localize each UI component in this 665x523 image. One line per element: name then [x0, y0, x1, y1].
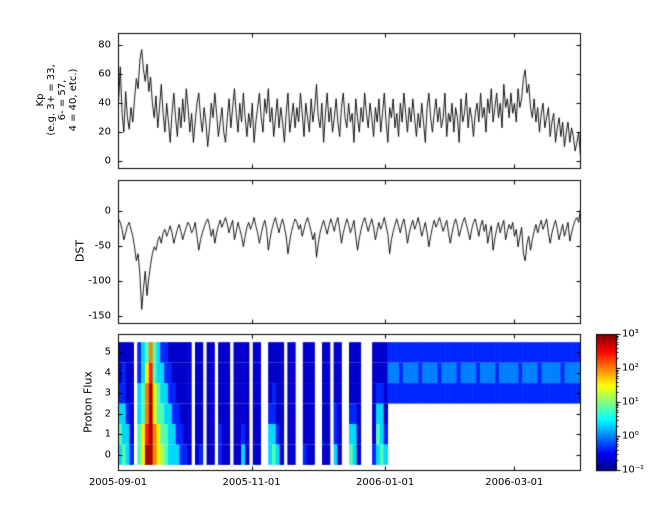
dst-ytick-label: 0 — [104, 205, 111, 217]
kp-ytick-label: 40 — [98, 97, 111, 109]
proton-ytick-label: 3 — [104, 387, 111, 399]
x-tick-label: 2005-09-01 — [88, 477, 148, 488]
colorbar-tick-label: 10¹ — [622, 396, 639, 408]
proton-ytick-label: 2 — [104, 408, 111, 420]
proton-ytick-label: 5 — [104, 346, 111, 358]
kp-ytick-label: 80 — [98, 39, 111, 51]
kp-axis-label-line4: 4 = 40, etc.) — [68, 68, 79, 132]
kp-axis-label-line2: (e.g. 3+ = 33, — [46, 64, 57, 136]
colorbar-tick-label: 10² — [622, 362, 639, 374]
kp-ytick-label: 20 — [98, 126, 111, 138]
colorbar-tick-label: 10³ — [622, 328, 639, 340]
proton-ytick-label: 4 — [104, 367, 111, 379]
dst-ytick-label: -150 — [88, 310, 111, 322]
dst-ytick-label: -100 — [88, 275, 111, 287]
proton-flux-axis-label: Proton Flux — [81, 371, 95, 433]
kp-ytick-label: 60 — [98, 68, 111, 80]
x-tick-label: 2006-01-01 — [356, 477, 415, 488]
x-tick-label: 2006-03-01 — [485, 477, 544, 488]
kp-axis-label-line1: Kp — [35, 93, 46, 107]
dst-ytick-label: -50 — [94, 240, 111, 252]
kp-axis-label-line3: 6- = 57, — [57, 79, 68, 121]
proton-ytick-label: 0 — [104, 449, 111, 461]
proton-ytick-label: 1 — [104, 428, 111, 440]
colorbar-tick-label: 10⁰ — [622, 430, 639, 442]
dst-axis-label: DST — [73, 239, 87, 263]
kp-ytick-label: 0 — [104, 155, 111, 167]
kp-axis-label: Kp (e.g. 3+ = 33, 6- = 57, 4 = 40, etc.) — [35, 64, 79, 135]
x-tick-label: 2005-11-01 — [222, 477, 281, 488]
colorbar-tick-label: 10⁻¹ — [622, 464, 645, 476]
